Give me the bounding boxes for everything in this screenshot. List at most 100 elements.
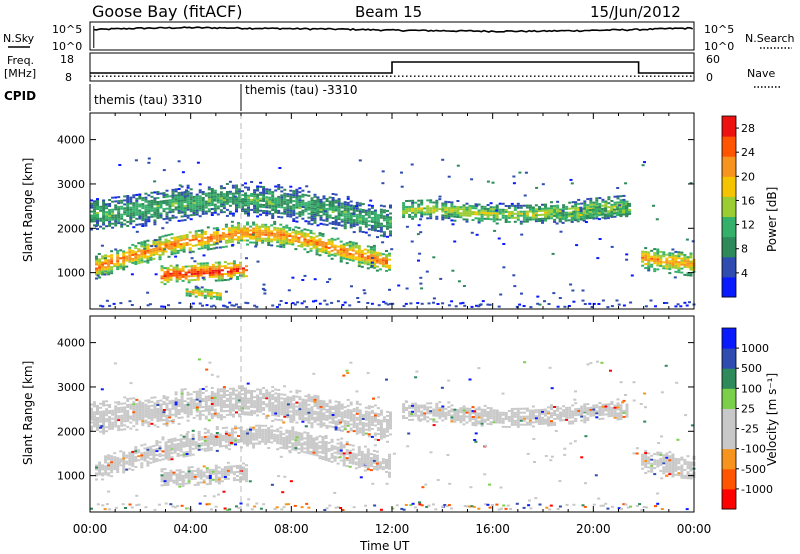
power-cell <box>117 200 121 203</box>
power-cell <box>677 263 681 266</box>
power-cell <box>378 268 382 271</box>
power-cell <box>135 207 139 210</box>
velocity-cell <box>116 469 120 472</box>
velocity-cell <box>300 438 304 441</box>
velocity-cell <box>207 419 211 422</box>
power-cell <box>303 236 307 239</box>
power-cell <box>147 208 151 211</box>
velocity-cell <box>132 407 136 410</box>
velocity-cell <box>192 391 196 393</box>
velocity-cell <box>143 459 147 462</box>
velocity-cell <box>297 443 301 446</box>
power-cell <box>534 210 538 213</box>
power-cell <box>303 274 307 277</box>
power-cell <box>215 296 219 299</box>
power-cell <box>144 206 148 209</box>
power-cell <box>465 218 469 221</box>
power-cell <box>686 264 690 267</box>
velocity-cell <box>218 445 222 448</box>
power-cell <box>203 240 207 243</box>
velocity-cell <box>309 440 313 443</box>
power-cell <box>166 272 170 275</box>
velocity-cell <box>149 457 153 460</box>
power-cell <box>262 194 266 196</box>
velocity-cell <box>197 442 201 445</box>
power-cell <box>465 208 469 211</box>
power-cell <box>122 258 126 261</box>
power-cell <box>369 258 373 261</box>
power-cell <box>93 202 96 205</box>
velocity-cell <box>372 455 376 458</box>
velocity-cell <box>168 408 172 411</box>
velocity-cell <box>215 449 219 452</box>
velocity-cell <box>227 436 231 439</box>
power-cell <box>120 225 124 228</box>
power-cell <box>375 269 379 272</box>
velocity-cell <box>144 421 148 424</box>
velocity-cell <box>117 419 121 422</box>
power-cell <box>165 221 169 224</box>
power-cell <box>379 228 383 231</box>
velocity-cell <box>300 448 304 451</box>
power-cell <box>144 192 148 195</box>
velocity-cell <box>99 420 103 423</box>
power-cell <box>313 215 317 218</box>
power-cell <box>330 243 334 246</box>
velocity-cell <box>216 414 220 417</box>
power-cell <box>144 196 148 199</box>
power-cell <box>360 259 364 262</box>
power-cell <box>216 213 220 216</box>
power-cell <box>172 272 176 275</box>
power-cell <box>417 224 421 227</box>
power-cell <box>171 216 175 219</box>
power-cell <box>90 206 93 209</box>
power-cell <box>191 302 195 305</box>
power-cell <box>668 266 672 269</box>
power-cell <box>312 232 316 235</box>
power-cell <box>574 209 578 212</box>
velocity-cell <box>188 454 192 457</box>
velocity-cell <box>186 393 190 396</box>
power-cell <box>160 277 164 280</box>
power-cell <box>235 190 238 193</box>
power-cell <box>161 235 165 238</box>
velocity-cell <box>186 409 190 412</box>
power-cell <box>204 206 208 209</box>
velocity-cell <box>90 425 93 428</box>
velocity-cell <box>385 466 388 469</box>
power-cell <box>228 200 232 203</box>
velocity-cell <box>164 449 168 452</box>
velocity-cell <box>271 414 275 416</box>
power-cell <box>366 267 370 270</box>
power-cell <box>435 203 439 206</box>
power-cell <box>451 223 455 226</box>
power-cell <box>122 264 126 267</box>
velocity-cell <box>244 391 247 394</box>
velocity-cell <box>110 457 114 460</box>
power-cell <box>328 222 332 225</box>
power-cell <box>243 239 246 242</box>
velocity-cell <box>235 405 238 408</box>
power-cell <box>177 206 181 208</box>
velocity-cell <box>144 415 148 418</box>
power-cell <box>319 218 323 221</box>
power-cell <box>358 222 362 225</box>
power-cell <box>265 214 269 217</box>
power-cell <box>310 211 314 214</box>
power-cell <box>480 217 484 220</box>
power-cell <box>351 253 355 256</box>
velocity-cell <box>131 468 135 471</box>
velocity-cell <box>135 416 139 419</box>
velocity-cell <box>143 455 147 458</box>
velocity-cell <box>226 473 230 476</box>
power-cell <box>550 213 553 216</box>
power-cell <box>200 239 204 242</box>
velocity-cell <box>219 400 223 403</box>
velocity-cell <box>198 402 202 405</box>
power-cell <box>483 205 487 208</box>
power-cell <box>101 265 105 268</box>
velocity-cell <box>125 456 129 459</box>
power-cell <box>179 235 183 238</box>
power-cell <box>217 261 221 264</box>
power-cell <box>420 213 424 216</box>
